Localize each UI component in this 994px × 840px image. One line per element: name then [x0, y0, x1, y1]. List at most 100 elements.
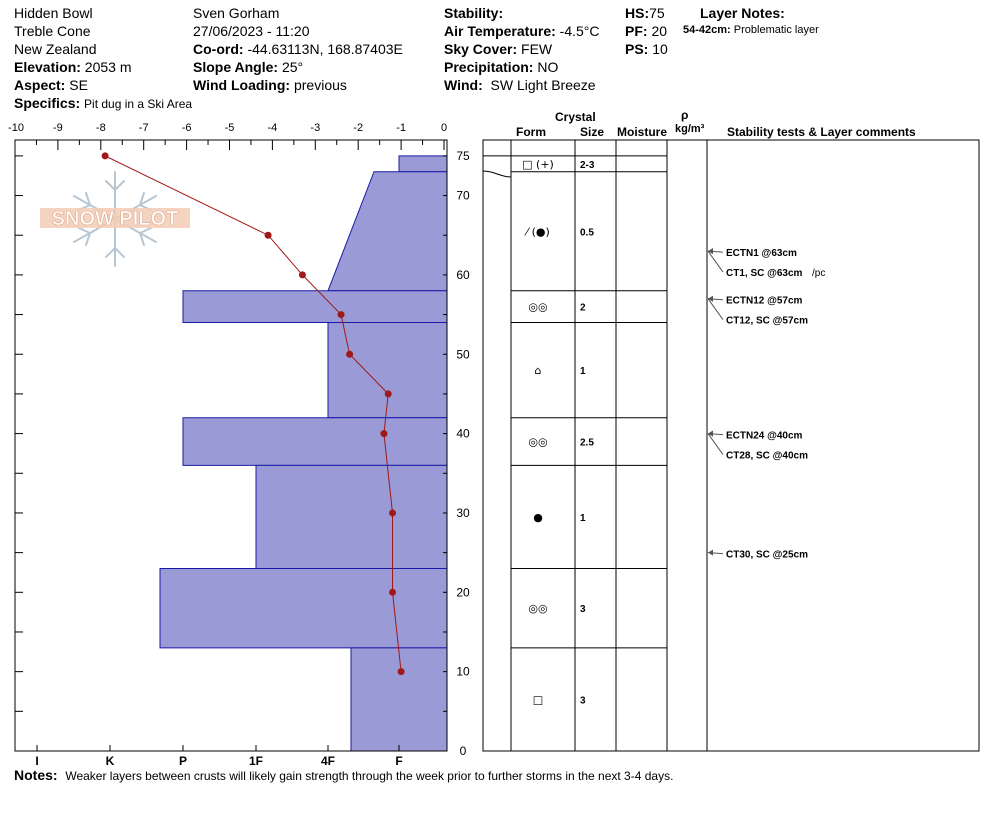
- air-temperature: Air Temperature: -4.5°C: [444, 23, 600, 39]
- test-pointer: [707, 298, 724, 320]
- temperature-point: [346, 350, 354, 358]
- grain-form-2: ◎◎: [528, 301, 547, 314]
- stability-test-3: CT12, SC @57cm: [726, 316, 808, 327]
- temperature-profile: [101, 152, 405, 676]
- hardness-bar-6: [159, 567, 448, 649]
- wind-loading: Wind Loading: previous: [193, 77, 347, 93]
- grain-size-3: 1: [580, 366, 586, 377]
- hardness-tick-label: P: [179, 754, 187, 768]
- observer: Sven Gorham: [193, 5, 280, 21]
- coordinates: Co-ord: -44.63113N, 168.87403E: [193, 41, 403, 57]
- temp-tick-label: 0: [441, 122, 447, 134]
- hs: HS:75: [625, 5, 665, 21]
- header-crystal: Crystal: [555, 110, 596, 124]
- temperature-point: [337, 311, 345, 319]
- hardness-bars: [159, 155, 448, 752]
- snowpilot-watermark: SNOW PILOT: [40, 171, 190, 267]
- wind: Wind: SW Light Breeze: [444, 77, 596, 93]
- temperature-point: [397, 668, 405, 676]
- test-arrowhead: [708, 295, 713, 302]
- table-frame: [482, 139, 980, 752]
- temperature-point: [298, 271, 306, 279]
- pf: PF: 20: [625, 23, 668, 39]
- aspect: Aspect: SE: [14, 77, 88, 93]
- stability-test-6: CT30, SC @25cm: [726, 550, 808, 561]
- grain-form-3: ⌂: [535, 364, 542, 377]
- temperature-line: [104, 155, 402, 672]
- grain-size-5: 1: [580, 513, 586, 524]
- datetime: 27/06/2023 - 11:20: [193, 23, 310, 39]
- location-line-1: Hidden Bowl: [14, 5, 93, 21]
- grain-size-2: 2: [580, 303, 586, 314]
- temp-tick-label: -6: [182, 122, 192, 134]
- hardness-tick-label: I: [35, 754, 38, 768]
- elevation: Elevation: 2053 m: [14, 59, 132, 75]
- temperature-point: [264, 231, 272, 239]
- layer-table: □ (+) 2-3 ⁄ (●) 0.5 ◎◎ 2 ⌂ 1 ◎◎ 2.5 ● 1 ◎◎ 3 □ 3 ECTN1 @…: [482, 139, 980, 752]
- plot-frame: [14, 139, 448, 752]
- temp-tick-label: -1: [396, 122, 406, 134]
- hardness-bar-1: [327, 171, 448, 292]
- stability-test-5: CT28, SC @40cm: [726, 451, 808, 462]
- stability-test-0: ECTN1 @63cm: [726, 248, 797, 259]
- hardness-tick-label: 1F: [249, 754, 263, 768]
- grain-size-1: 0.5: [580, 227, 594, 238]
- precipitation: Precipitation: NO: [444, 59, 559, 75]
- grain-form-6: ◎◎: [528, 602, 547, 615]
- stability-test-extra-1: /pc: [812, 268, 825, 279]
- hardness-bar-0: [398, 155, 448, 173]
- header-size: Size: [580, 125, 605, 139]
- stability-test-2: ECTN12 @57cm: [726, 296, 803, 307]
- grain-size-6: 3: [580, 604, 586, 615]
- specifics: Specifics: Pit dug in a Ski Area: [14, 95, 193, 111]
- sky-cover: Sky Cover: FEW: [444, 41, 553, 57]
- height-tick-label: 50: [456, 347, 470, 361]
- hardness-bar-4: [182, 417, 448, 466]
- hardness-bar-7: [350, 647, 448, 752]
- hardness-tick-label: K: [106, 754, 115, 768]
- watermark-text: SNOW PILOT: [52, 208, 179, 230]
- layer-note: 54-42cm: Problematic layer: [683, 24, 819, 36]
- temp-tick-label: -4: [268, 122, 278, 134]
- height-tick-label: 20: [456, 585, 470, 599]
- temperature-point: [384, 390, 392, 398]
- hardness-tick-label: 4F: [321, 754, 335, 768]
- stability-test-1: CT1, SC @63cm: [726, 268, 803, 279]
- temp-tick-label: -5: [225, 122, 235, 134]
- test-pointer: [707, 433, 724, 455]
- header-form: Form: [516, 125, 546, 139]
- grain-form-1: ⁄ (●): [523, 225, 550, 238]
- header-rho: ρ: [681, 108, 689, 122]
- grain-form-0: □ (+): [522, 158, 554, 171]
- stability: Stability:: [444, 5, 504, 21]
- hardness-bar-2: [182, 290, 448, 324]
- location-line-3: New Zealand: [14, 41, 97, 57]
- header-comments: Stability tests & Layer comments: [727, 125, 916, 139]
- grain-form-7: □: [533, 693, 543, 706]
- hardness-bar-5: [255, 464, 448, 569]
- grain-form-5: ●: [533, 511, 543, 524]
- temp-tick-label: -9: [53, 122, 63, 134]
- temperature-point: [380, 430, 388, 438]
- grain-size-0: 2-3: [580, 160, 595, 171]
- temp-tick-label: -10: [8, 122, 24, 134]
- temp-tick-label: -3: [310, 122, 320, 134]
- axes: -10 -9 -8 -7 -6 -5 -4 -3 -2 -1 001020304050607075I…: [8, 122, 470, 768]
- height-tick-label: 70: [456, 189, 470, 203]
- height-tick-label: 10: [456, 665, 470, 679]
- grain-size-4: 2.5: [580, 438, 594, 449]
- height-tick-label: 75: [456, 149, 470, 163]
- grain-form-4: ◎◎: [528, 436, 547, 449]
- slope-angle: Slope Angle: 25°: [193, 59, 304, 75]
- test-arrowhead: [708, 248, 713, 255]
- layer-connector: [482, 170, 512, 178]
- height-tick-label: 60: [456, 268, 470, 282]
- height-tick-label: 40: [456, 427, 470, 441]
- test-arrowhead: [708, 549, 713, 556]
- temperature-point: [101, 152, 109, 160]
- temperature-point: [389, 509, 397, 517]
- temp-tick-label: -2: [353, 122, 363, 134]
- notes: Notes: Weaker layers between crusts will…: [14, 767, 674, 783]
- temperature-point: [389, 588, 397, 596]
